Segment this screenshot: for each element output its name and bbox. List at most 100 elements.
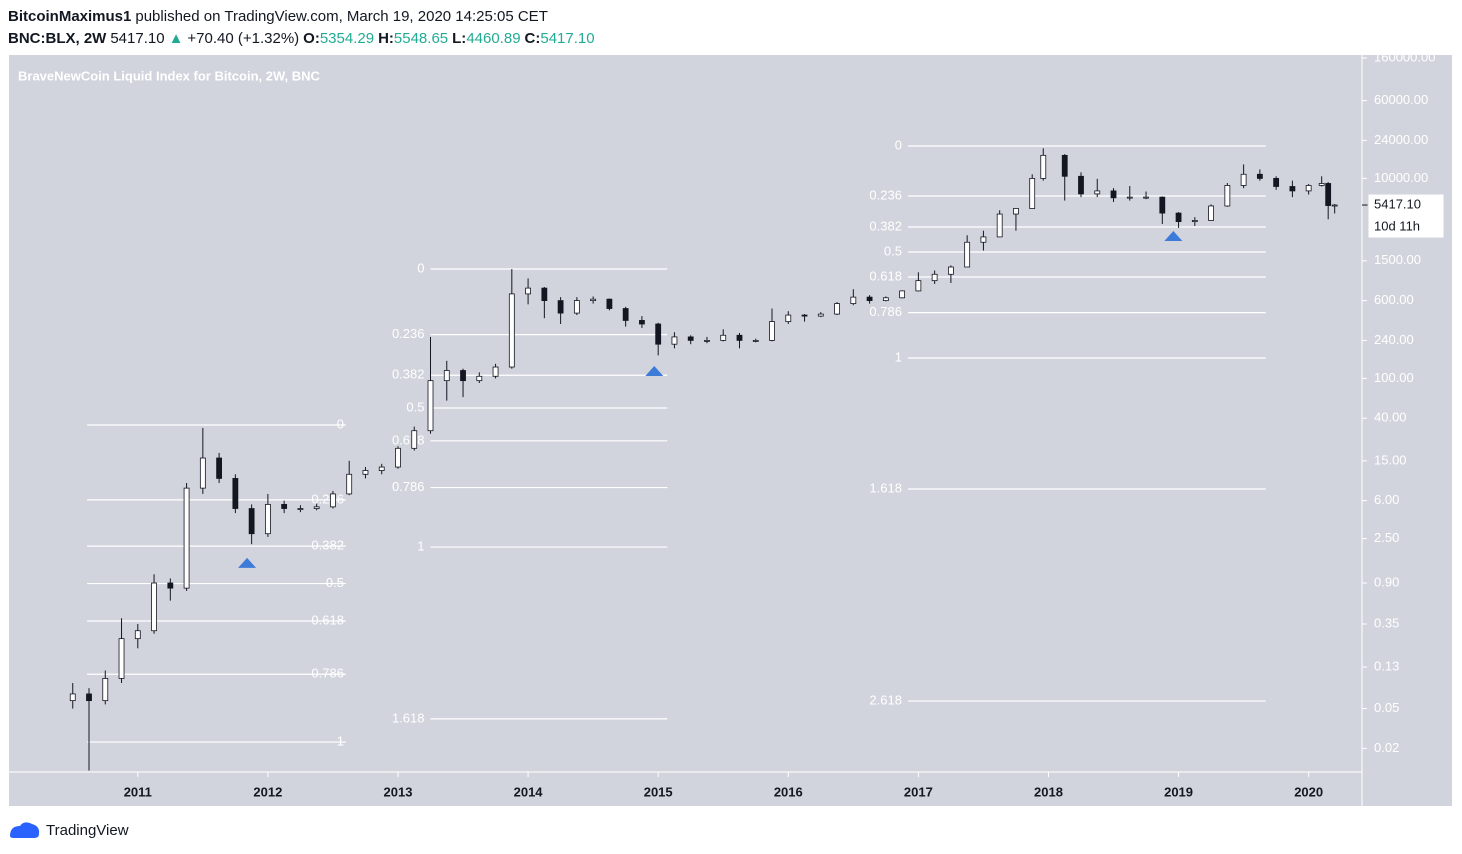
x-tick-label: 2012 [253,784,282,799]
candle-body [1029,178,1036,209]
y-tick-label: 1500.00 [1374,252,1421,267]
y-tick-label: 0.35 [1374,615,1399,630]
fib-label: 0.786 [311,666,344,681]
candle-body [313,506,320,509]
fib-label: 2.618 [869,692,902,707]
fib-label: 0.786 [869,304,902,319]
candle-body [346,473,353,495]
candle-body [1126,196,1133,199]
chart-background [9,55,1452,806]
candle-body [134,630,141,640]
x-tick-label: 2020 [1294,784,1323,799]
candle-body [687,336,694,341]
candle-body [411,430,418,449]
fib-label: 1 [417,538,424,553]
candle-body [752,339,759,342]
chart-title: BraveNewCoin Liquid Index for Bitcoin, 2… [18,68,321,83]
x-tick-label: 2014 [514,784,544,799]
candle-body [899,290,906,299]
brand: TradingView [46,821,129,839]
candle-body [216,457,223,479]
logo-cloud [10,822,40,838]
ohlc-key: L: [452,30,467,47]
candle-body [476,375,483,382]
candle-body [1159,196,1166,214]
candle-body [427,380,434,432]
candle-body [248,508,255,535]
candle-body [720,334,727,341]
fib-label: 0.618 [311,612,344,627]
candle-body [1256,173,1263,179]
header-line-2: BNC:BLX, 2W 5417.10 ▲ +70.40 (+1.32%) O:5354… [8,28,595,50]
candle-body [1305,185,1312,192]
fib-label: 0.236 [869,187,902,202]
candle-body [1273,178,1280,187]
candle-body [264,503,271,535]
candle-body [622,308,629,321]
x-tick-label: 2018 [1034,784,1063,799]
candle-body [1289,186,1296,192]
candle-body [736,334,743,341]
candle-body [964,241,971,268]
candle-body [1078,175,1084,195]
fib-label: 0.5 [406,399,424,414]
fib-label: 0.786 [392,479,425,494]
candle-body [492,366,499,377]
up-arrow: ▲ [168,30,184,47]
ohlc-value: 5417.10 [540,30,595,47]
candle-body [639,320,645,325]
fib-label: 0 [337,416,344,431]
candle-body [1175,212,1182,222]
candle-body [151,582,157,632]
candle-body [573,300,580,314]
candle-body [1325,183,1332,206]
header: BitcoinMaximus1 published on TradingView.… [8,6,595,50]
symbol: BNC:BLX, 2W [8,30,107,47]
x-tick-label: 2015 [644,784,673,799]
y-tick-label: 24000.00 [1374,132,1428,147]
candle-body [1110,190,1117,199]
fib-label: 0.618 [392,432,425,447]
marker [1164,231,1183,242]
y-tick-label: 10000.00 [1374,170,1428,185]
ohlc-key: C: [524,30,541,47]
last-price: 5417.10 [110,30,165,47]
candle-body [330,493,336,508]
ohlc-value: 5354.29 [319,30,375,47]
candle-body [1331,204,1338,207]
candle-body [443,370,450,382]
candle-body [460,370,466,382]
candle-body [102,678,109,702]
candle-body [69,693,76,702]
change: +70.40 (+1.32%) [187,30,300,47]
ohlc-value: 4460.89 [466,30,521,47]
ohlc-key: O: [303,30,320,47]
candle-body [118,638,125,679]
candle-body [541,287,548,302]
candle-body [281,503,288,509]
candle-body [882,297,889,302]
y-tick-label: 2.50 [1374,530,1399,545]
candle-body [606,298,613,309]
candle-body [1240,173,1247,186]
footer: TradingView [8,820,129,840]
candle-body [655,323,662,345]
last-price-label: 5417.10 [1374,196,1421,211]
last-price-box [1367,193,1445,239]
y-tick-label: 40.00 [1374,410,1407,425]
marker [645,366,664,377]
y-tick-label: 240.00 [1374,332,1414,347]
fib-label: 1 [337,734,344,749]
candle-body [834,303,840,315]
candle-body [1013,208,1019,215]
candle-body [508,293,515,368]
candle-body [915,280,922,292]
fib-label: 0.236 [392,326,425,341]
candle-body [996,213,1003,238]
x-tick-label: 2016 [774,784,803,799]
candle-body [980,236,987,243]
candle-body [297,508,304,510]
fib-label: 1 [895,349,902,364]
y-tick-label: 600.00 [1374,292,1414,307]
